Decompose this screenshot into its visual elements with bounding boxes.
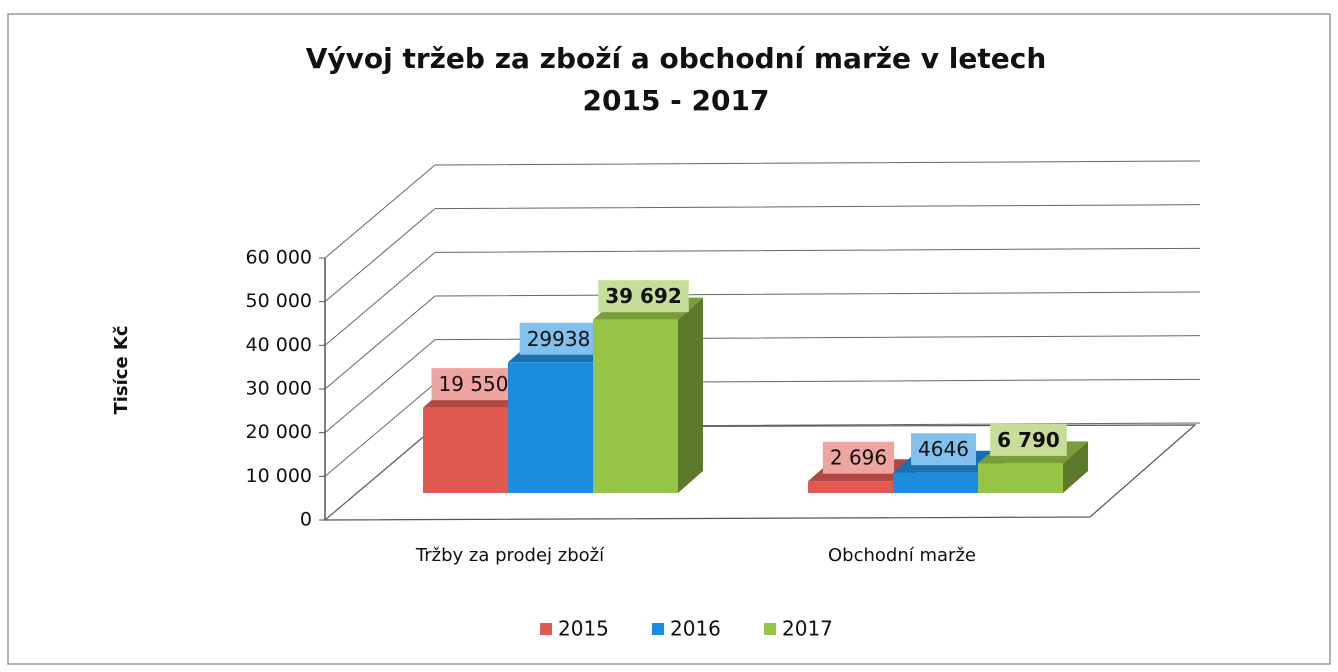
data-label: 29938 bbox=[527, 327, 591, 351]
y-tick-label: 0 bbox=[300, 509, 312, 531]
y-axis-label: Tisíce Kč bbox=[111, 325, 132, 414]
bar bbox=[808, 481, 893, 493]
data-label: 2 696 bbox=[830, 446, 887, 470]
grid-line bbox=[324, 160, 1201, 259]
bar bbox=[593, 319, 678, 493]
data-label-box bbox=[519, 322, 598, 355]
chart-title: Vývoj tržeb za zboží a obchodní marže v … bbox=[306, 42, 1047, 75]
y-tick-label: 20 000 bbox=[246, 421, 312, 443]
y-tick-label: 30 000 bbox=[246, 378, 312, 400]
y-tick-label: 40 000 bbox=[246, 334, 312, 356]
legend-label: 2016 bbox=[670, 617, 721, 641]
legend-swatch bbox=[652, 623, 664, 635]
chart-title: 2015 - 2017 bbox=[583, 84, 770, 117]
bar bbox=[893, 472, 978, 493]
data-label: 39 692 bbox=[605, 284, 682, 308]
grid-line bbox=[324, 247, 1201, 346]
legend-swatch bbox=[764, 623, 776, 635]
grid-line bbox=[324, 291, 1201, 390]
grid-line bbox=[324, 335, 1201, 434]
bar bbox=[423, 407, 508, 493]
data-label: 6 790 bbox=[997, 428, 1060, 452]
data-label: 4646 bbox=[918, 437, 969, 461]
grid-line bbox=[324, 204, 1201, 303]
x-tick-label: Tržby za prodej zboží bbox=[415, 545, 605, 566]
data-label-box bbox=[822, 441, 895, 474]
bar-side bbox=[678, 297, 703, 493]
bar bbox=[978, 463, 1063, 493]
legend-label: 2015 bbox=[558, 617, 609, 641]
data-label: 19 550 bbox=[439, 372, 509, 396]
data-label-box bbox=[911, 433, 976, 466]
bar bbox=[508, 362, 593, 493]
x-tick-label: Obchodní marže bbox=[828, 545, 976, 566]
data-label-box bbox=[431, 368, 516, 401]
data-label-box bbox=[598, 280, 689, 313]
y-tick-label: 60 000 bbox=[246, 247, 312, 269]
legend-swatch bbox=[540, 623, 552, 635]
y-tick-label: 10 000 bbox=[246, 465, 312, 487]
bar-side bbox=[1063, 441, 1088, 493]
data-label-box bbox=[990, 423, 1067, 456]
legend-label: 2017 bbox=[782, 617, 833, 641]
y-tick-label: 50 000 bbox=[246, 290, 312, 312]
